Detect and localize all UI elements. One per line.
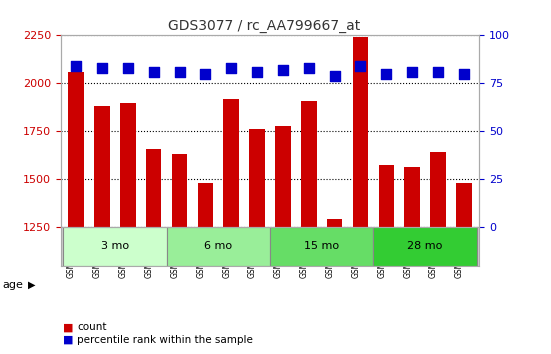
Point [460,71,468,76]
Bar [379,165,394,354]
Bar [374,227,477,266]
Text: count: count [77,322,107,332]
Text: GSM175551: GSM175551 [274,231,283,278]
Text: GSM175553: GSM175553 [326,231,334,278]
Point [175,69,184,75]
Text: age: age [3,280,24,290]
Point [227,65,236,71]
Bar [301,101,316,354]
Text: GSM175549: GSM175549 [222,231,231,278]
Point [304,65,313,71]
Text: GSM175546: GSM175546 [145,231,154,278]
Bar [270,227,374,266]
Text: GSM175543: GSM175543 [67,231,76,278]
Point [356,63,365,69]
Point [382,71,391,76]
Bar [430,152,446,354]
Point [98,65,106,71]
Bar [249,129,265,354]
Text: GSM175544: GSM175544 [93,231,102,278]
Bar [224,99,239,354]
Text: GSM175550: GSM175550 [248,231,257,278]
Text: GSM175558: GSM175558 [455,231,464,278]
Point [149,69,158,75]
Text: GSM175556: GSM175556 [403,231,412,278]
Bar [68,72,84,354]
Bar [198,183,213,354]
Text: GSM175557: GSM175557 [429,231,438,278]
Point [123,65,132,71]
Bar [275,126,291,354]
Bar [94,106,110,354]
Point [253,69,262,75]
Bar [327,218,342,354]
Point [72,63,80,69]
Text: GDS3077 / rc_AA799667_at: GDS3077 / rc_AA799667_at [169,19,360,34]
Bar [404,167,420,354]
Point [434,69,442,75]
Bar [172,154,187,354]
Text: GSM175552: GSM175552 [300,231,309,278]
Text: percentile rank within the sample: percentile rank within the sample [77,335,253,345]
Bar [120,103,136,354]
Bar [456,183,472,354]
Point [330,73,339,79]
Text: ▶: ▶ [28,280,35,290]
Text: ■: ■ [63,335,74,345]
Point [278,67,287,73]
Text: 6 mo: 6 mo [204,241,233,251]
Text: 3 mo: 3 mo [101,241,129,251]
Text: 15 mo: 15 mo [304,241,339,251]
Bar [63,227,166,266]
Text: GSM175548: GSM175548 [196,231,206,278]
Text: ■: ■ [63,322,74,332]
Text: GSM175555: GSM175555 [377,231,386,278]
Text: 28 mo: 28 mo [407,241,443,251]
Bar [353,37,368,354]
Text: GSM175545: GSM175545 [119,231,128,278]
Bar [146,149,161,354]
Point [408,69,417,75]
Text: GSM175547: GSM175547 [170,231,180,278]
Bar [166,227,270,266]
Text: GSM175554: GSM175554 [352,231,360,278]
Point [201,71,210,76]
